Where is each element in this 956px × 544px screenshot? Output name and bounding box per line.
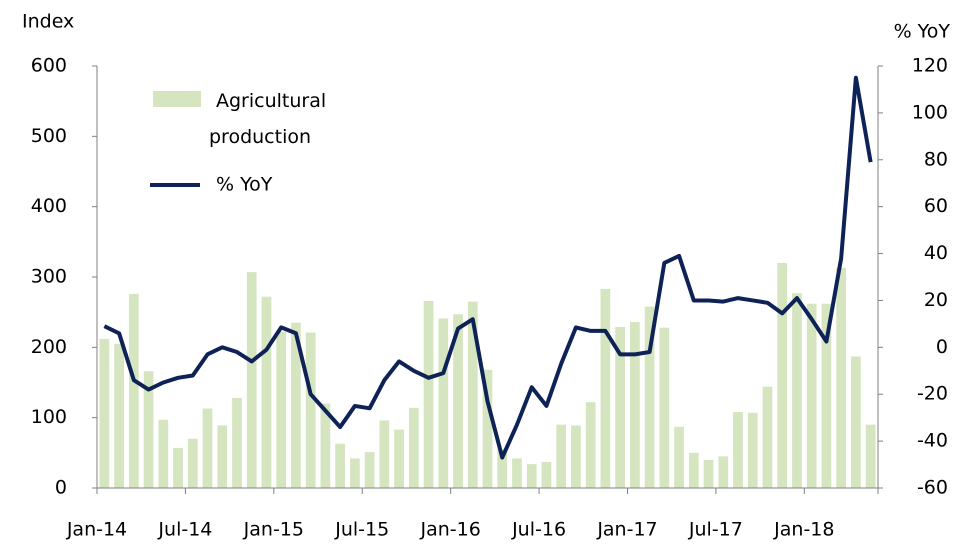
bar bbox=[747, 412, 758, 488]
bar bbox=[865, 424, 876, 488]
x-tick-label: Jul-14 bbox=[157, 519, 212, 541]
bar bbox=[423, 300, 434, 488]
bar bbox=[408, 407, 419, 488]
y2-tick-label: 80 bbox=[924, 148, 948, 170]
line bbox=[103, 75, 873, 460]
bar bbox=[497, 449, 508, 488]
y-tick-label: 100 bbox=[31, 406, 67, 428]
bar bbox=[703, 459, 714, 488]
bar bbox=[291, 322, 301, 488]
bar bbox=[821, 303, 832, 488]
y-tick-label: 200 bbox=[31, 336, 67, 358]
bar bbox=[482, 369, 493, 488]
bar bbox=[615, 326, 625, 488]
bar bbox=[394, 429, 404, 488]
bar bbox=[541, 461, 552, 488]
bar bbox=[526, 464, 537, 488]
bar bbox=[512, 458, 522, 488]
bar bbox=[806, 303, 817, 488]
bar bbox=[379, 420, 390, 488]
bar bbox=[217, 425, 228, 488]
bar bbox=[644, 306, 655, 488]
y-tick-label: 500 bbox=[31, 125, 67, 147]
legend-label: % YoY bbox=[216, 174, 273, 196]
bar bbox=[128, 293, 139, 488]
bar bbox=[350, 458, 360, 488]
x-tick-label: Jul-16 bbox=[511, 519, 566, 541]
bar bbox=[674, 426, 684, 488]
y2-tick-label: 0 bbox=[936, 336, 948, 358]
bar bbox=[202, 408, 213, 488]
y-axis-label: Index bbox=[22, 11, 74, 33]
y-tick-label: 400 bbox=[31, 195, 67, 217]
bar bbox=[276, 331, 287, 488]
x-tick-label: Jan-18 bbox=[773, 519, 834, 541]
bar bbox=[851, 356, 861, 488]
y-tick-label: 0 bbox=[55, 477, 67, 499]
y2-tick-label: 20 bbox=[924, 289, 948, 311]
bar bbox=[246, 272, 257, 488]
y2-tick-label: -60 bbox=[917, 477, 948, 499]
legend-swatch bbox=[153, 91, 201, 107]
bar bbox=[453, 314, 463, 488]
bar bbox=[836, 267, 847, 488]
bar bbox=[571, 425, 581, 488]
y2-tick-label: 40 bbox=[924, 242, 948, 264]
bar bbox=[143, 371, 154, 488]
x-tick-label: Jan-17 bbox=[596, 519, 657, 541]
bar bbox=[659, 327, 670, 488]
y2-tick-label: 120 bbox=[912, 55, 948, 77]
bar bbox=[792, 293, 802, 488]
y2-tick-label: -20 bbox=[917, 383, 948, 405]
bar bbox=[762, 386, 773, 488]
y2-tick-label: 60 bbox=[924, 195, 948, 217]
bar bbox=[320, 403, 331, 488]
bar bbox=[114, 343, 124, 488]
x-tick-label: Jan-16 bbox=[419, 519, 480, 541]
y2-tick-label: 100 bbox=[912, 101, 948, 123]
bar bbox=[261, 296, 272, 488]
bar bbox=[585, 402, 596, 488]
x-tick-label: Jan-14 bbox=[66, 519, 127, 541]
bar bbox=[718, 456, 729, 488]
bar bbox=[158, 419, 169, 488]
bar bbox=[777, 262, 788, 488]
bar bbox=[438, 318, 449, 488]
y2-axis-label: % YoY bbox=[894, 21, 951, 43]
x-tick-label: Jul-15 bbox=[334, 519, 389, 541]
bar bbox=[173, 447, 183, 488]
bar bbox=[629, 322, 640, 488]
bar bbox=[187, 438, 198, 488]
bar bbox=[467, 301, 478, 488]
bar bbox=[556, 424, 567, 488]
bar bbox=[733, 412, 743, 488]
bar bbox=[688, 452, 699, 488]
y-tick-label: 300 bbox=[31, 266, 67, 288]
y-tick-label: 600 bbox=[31, 55, 67, 77]
bar bbox=[335, 443, 346, 488]
y2-tick-label: -40 bbox=[917, 430, 948, 452]
bar bbox=[305, 332, 316, 488]
bar bbox=[232, 397, 242, 488]
legend-label: Agricultural production bbox=[209, 90, 326, 148]
x-tick-label: Jan-15 bbox=[243, 519, 304, 541]
bar bbox=[600, 288, 611, 488]
x-tick-label: Jul-17 bbox=[688, 519, 743, 541]
bar bbox=[364, 452, 375, 488]
bar bbox=[99, 338, 110, 488]
